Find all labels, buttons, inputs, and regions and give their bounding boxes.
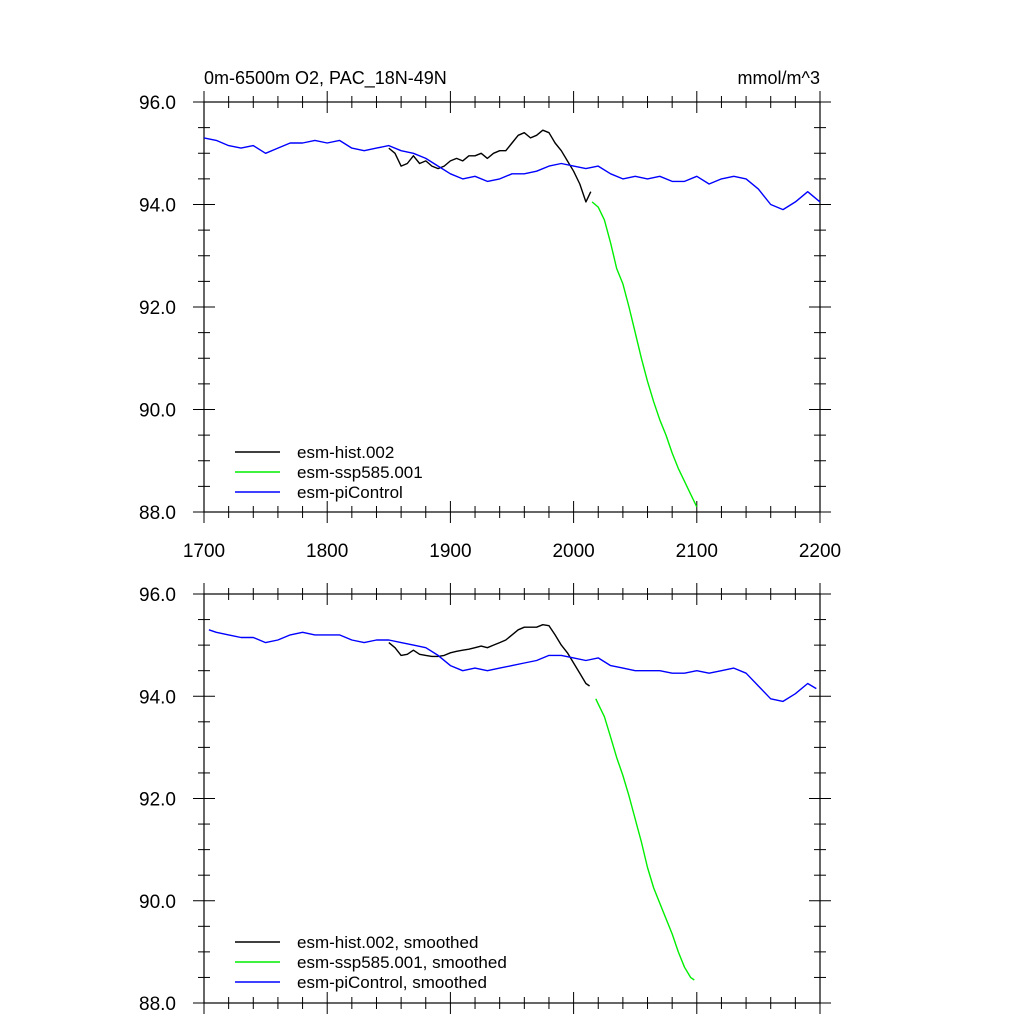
- top-panel-axes: 1700 1800 1900 2000 2100 2200 88.0 90.0 92.0 94.0…: [139, 91, 841, 562]
- y-tick-label: 94.0: [139, 687, 176, 708]
- x-tick-label: 2100: [676, 541, 718, 562]
- top-panel-series: [203, 129, 821, 508]
- legend-label: esm-piControl, smoothed: [297, 973, 487, 992]
- x-tick-label: 1900: [429, 541, 471, 562]
- x-tick-label: 2000: [552, 541, 594, 562]
- series-line-0: [388, 129, 592, 203]
- legend-label: esm-ssp585.001, smoothed: [297, 953, 507, 972]
- x-tick-label: 1800: [306, 541, 348, 562]
- legend-label: esm-hist.002, smoothed: [297, 933, 478, 952]
- bottom-panel-plot: 88.0 90.0 92.0 94.0 96.0 esm-hist.002, smoot…: [139, 583, 831, 1015]
- y-tick-label: 92.0: [139, 298, 176, 319]
- y-tick-label: 96.0: [139, 93, 176, 114]
- bottom-panel-series: [208, 624, 817, 981]
- x-tick-label: 1700: [183, 541, 225, 562]
- series-line-2: [208, 629, 817, 703]
- bottom-panel-axes: 88.0 90.0 92.0 94.0 96.0: [139, 583, 831, 1015]
- x-tick-label: 2200: [799, 541, 841, 562]
- top-panel-title: 0m-6500m O2, PAC_18N-49N: [204, 68, 447, 89]
- series-line-1: [591, 201, 698, 508]
- y-tick-label: 90.0: [139, 401, 176, 422]
- y-tick-label: 92.0: [139, 790, 176, 811]
- top-panel-plot: 1700 1800 1900 2000 2100 2200 88.0 90.0 92.0 94.0…: [139, 91, 841, 562]
- legend-label: esm-hist.002: [297, 443, 394, 462]
- legend-label: esm-piControl: [297, 483, 403, 502]
- series-line-2: [203, 137, 821, 211]
- y-tick-label: 88.0: [139, 994, 176, 1015]
- y-tick-label: 94.0: [139, 196, 176, 217]
- y-tick-label: 90.0: [139, 892, 176, 913]
- y-tick-label: 88.0: [139, 503, 176, 524]
- series-line-1: [595, 698, 695, 981]
- series-line-0: [388, 624, 590, 687]
- legend-label: esm-ssp585.001: [297, 463, 423, 482]
- y-tick-label: 96.0: [139, 585, 176, 606]
- top-panel-units: mmol/m^3: [738, 68, 820, 88]
